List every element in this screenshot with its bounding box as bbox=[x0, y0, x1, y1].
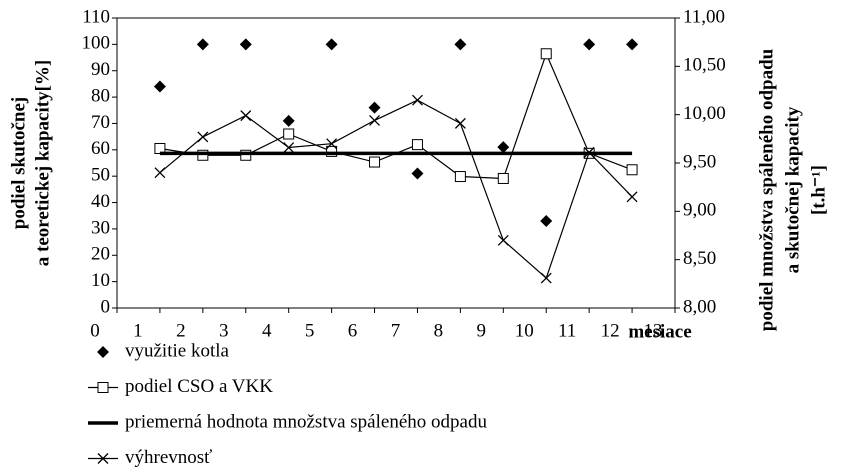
x-marker bbox=[497, 234, 509, 246]
x-marker bbox=[626, 191, 638, 203]
y-axis-label: podiel skutočnej bbox=[8, 97, 29, 230]
x-marker bbox=[326, 138, 338, 150]
square-marker bbox=[626, 164, 638, 176]
x-marker bbox=[454, 117, 466, 129]
square-marker bbox=[240, 149, 252, 161]
diamond-marker bbox=[497, 141, 510, 154]
x-tick-label: 11 bbox=[558, 320, 576, 341]
diamond-marker bbox=[196, 38, 209, 51]
x-marker bbox=[197, 131, 209, 143]
y-tick-label: 90 bbox=[91, 59, 110, 80]
square-marker bbox=[497, 172, 509, 184]
x-tick-label: 3 bbox=[219, 320, 229, 341]
y-tick-label: 100 bbox=[82, 33, 111, 54]
y-tick-label: 10 bbox=[91, 270, 110, 291]
legend-label: využitie kotla bbox=[125, 340, 230, 361]
y2-tick-label: 10,50 bbox=[683, 55, 726, 76]
diamond-marker bbox=[454, 38, 467, 51]
y2-axis-label: a skutočnej kapacity bbox=[782, 106, 803, 273]
y2-axis-label: podiel množstva spáleného odpadu bbox=[756, 48, 777, 331]
x-tick-label: 10 bbox=[515, 320, 534, 341]
y-tick-label: 0 bbox=[101, 296, 111, 317]
x-tick-label: 9 bbox=[477, 320, 487, 341]
y2-tick-label: 8,50 bbox=[683, 248, 716, 269]
square-marker bbox=[283, 128, 295, 140]
square-marker bbox=[197, 149, 209, 161]
x-axis-label: mesiace bbox=[628, 321, 691, 342]
diamond-marker bbox=[368, 101, 381, 114]
x-marker bbox=[412, 94, 423, 106]
square-marker bbox=[369, 156, 381, 168]
x-tick-label: 2 bbox=[176, 320, 186, 341]
x-marker bbox=[240, 110, 252, 122]
y-tick-label: 70 bbox=[91, 112, 110, 133]
y2-axis-label: [t.h⁻¹] bbox=[808, 165, 829, 215]
y2-tick-label: 8,00 bbox=[683, 296, 716, 317]
x-tick-label: 13 bbox=[644, 320, 663, 341]
x-marker bbox=[583, 146, 595, 158]
legend-item: využitie kotla bbox=[97, 340, 230, 361]
diamond-marker bbox=[583, 38, 596, 51]
plot-area bbox=[116, 17, 676, 309]
diamond-marker bbox=[97, 346, 109, 358]
y2-tick-label: 10,00 bbox=[683, 103, 726, 124]
x-tick-label: 12 bbox=[601, 320, 620, 341]
series-line bbox=[159, 99, 633, 280]
x-marker bbox=[540, 272, 552, 284]
diamond-marker bbox=[411, 167, 424, 180]
diamond-marker bbox=[282, 114, 295, 127]
square-marker bbox=[97, 382, 109, 393]
x-tick-label: 5 bbox=[305, 320, 315, 341]
legend-item: podiel CSO a VKK bbox=[88, 376, 273, 397]
y-axis-label: a teoretickej kapacity[%] bbox=[32, 60, 53, 266]
y-tick-label: 40 bbox=[91, 191, 110, 212]
x-marker bbox=[154, 167, 166, 179]
x-tick-label: 4 bbox=[262, 320, 272, 341]
y2-tick-label: 9,00 bbox=[683, 200, 716, 221]
legend-label: podiel CSO a VKK bbox=[125, 376, 273, 397]
y-tick-label: 110 bbox=[82, 6, 110, 27]
square-marker bbox=[411, 139, 423, 151]
square-marker bbox=[326, 145, 338, 157]
square-marker bbox=[540, 48, 552, 60]
square-marker bbox=[454, 171, 466, 183]
x-marker bbox=[97, 453, 109, 464]
x-tick-label: 1 bbox=[133, 320, 143, 341]
legend-label: priemerná hodnota množstva spáleného odp… bbox=[125, 411, 487, 432]
legend-item: priemerná hodnota množstva spáleného odp… bbox=[88, 411, 487, 432]
x-marker bbox=[369, 115, 380, 126]
x-tick-label: 0 bbox=[90, 320, 100, 341]
diamond-marker bbox=[540, 215, 553, 227]
y-tick-label: 60 bbox=[91, 138, 110, 159]
diamond-marker bbox=[239, 38, 252, 51]
y2-tick-label: 11,00 bbox=[683, 6, 725, 27]
y-tick-label: 80 bbox=[91, 85, 110, 106]
x-tick-label: 8 bbox=[434, 320, 444, 341]
y-tick-label: 20 bbox=[91, 244, 110, 265]
y-tick-label: 50 bbox=[91, 165, 110, 186]
x-tick-label: 6 bbox=[348, 320, 358, 341]
x-marker bbox=[283, 142, 295, 153]
y2-tick-label: 9,50 bbox=[683, 151, 716, 172]
diamond-marker bbox=[626, 38, 639, 51]
diamond-marker bbox=[153, 80, 166, 93]
legend-item: výhrevnosť bbox=[88, 447, 212, 468]
y-tick-label: 30 bbox=[91, 217, 110, 238]
x-tick-label: 7 bbox=[391, 320, 401, 341]
diamond-marker bbox=[325, 38, 338, 51]
series-line bbox=[159, 52, 633, 180]
legend-label: výhrevnosť bbox=[125, 447, 212, 468]
